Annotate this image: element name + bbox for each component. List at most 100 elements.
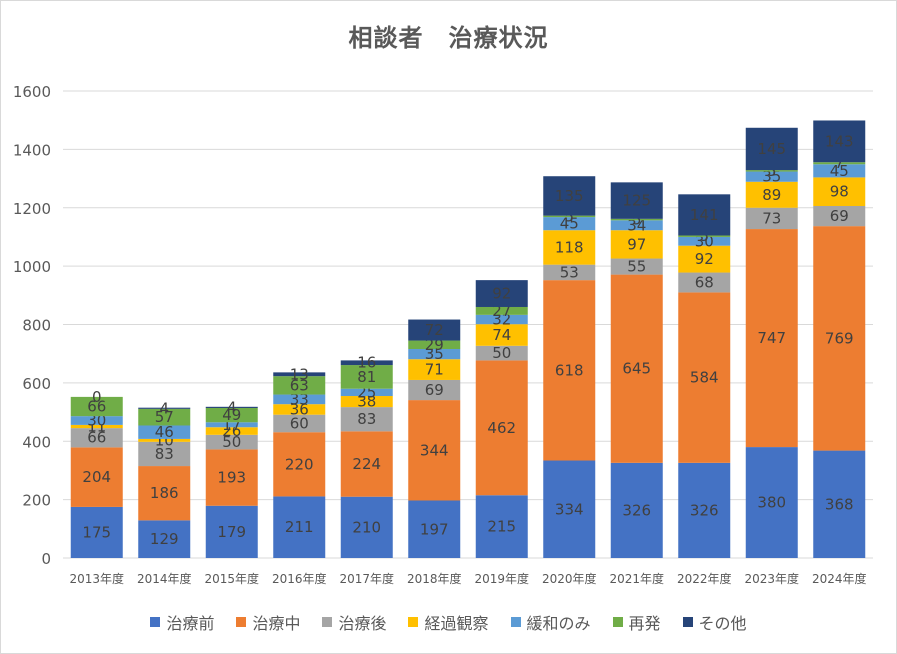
data-label: 197 [420, 520, 449, 538]
bar-segment [408, 340, 461, 350]
data-label: 645 [622, 360, 651, 378]
data-label: 7 [834, 154, 844, 172]
data-label: 53 [560, 263, 579, 281]
bar-segment [273, 394, 326, 405]
bar-segment [138, 438, 191, 442]
bar-segment [340, 407, 393, 432]
data-label: 63 [290, 376, 309, 394]
x-tick-label: 2022年度 [677, 571, 732, 586]
data-label: 618 [555, 361, 584, 379]
data-label: 175 [82, 523, 111, 541]
legend-item: 経過観察 [408, 610, 489, 634]
bar-segment [813, 205, 866, 227]
bar-segment [205, 422, 258, 428]
data-label: 5 [564, 207, 574, 225]
data-label: 210 [352, 518, 381, 536]
data-label: 34 [627, 216, 646, 234]
bar-segment [340, 431, 393, 497]
legend-label: その他 [698, 614, 747, 633]
x-tick-label: 2013年度 [69, 571, 124, 586]
data-label: 55 [627, 258, 646, 276]
bar-segment [745, 229, 798, 448]
legend-item: 治療後 [322, 610, 386, 634]
bar-segment [475, 495, 528, 558]
data-label: 179 [217, 523, 246, 541]
bar-segment [543, 217, 596, 231]
bar-segment [610, 230, 663, 259]
data-label: 32 [492, 311, 511, 329]
bar-segment [273, 404, 326, 415]
data-label: 38 [357, 393, 376, 411]
data-label: 73 [762, 209, 781, 227]
bar-segment [610, 220, 663, 231]
data-label: 13 [290, 365, 309, 383]
bar-segment [408, 359, 461, 380]
data-label: 4 [159, 399, 169, 417]
data-label: 215 [487, 518, 516, 536]
bar-segment [610, 218, 663, 221]
legend-label: 治療後 [338, 614, 387, 633]
x-tick-label: 2014年度 [137, 571, 192, 586]
data-label: 118 [555, 238, 584, 256]
bar-segment [745, 171, 798, 182]
bar-segment [813, 226, 866, 451]
legend-label: 緩和のみ [526, 614, 591, 633]
data-label: 81 [357, 368, 376, 386]
data-label: 5 [767, 162, 777, 180]
bar-segment [678, 236, 731, 246]
data-label: 5 [632, 211, 642, 229]
bar-segment [678, 194, 731, 236]
bar-segment [70, 506, 123, 558]
legend-swatch [408, 617, 419, 627]
legend-item: その他 [682, 610, 747, 634]
legend-swatch [612, 617, 623, 627]
data-label: 193 [217, 469, 246, 487]
bar-segment [543, 280, 596, 461]
data-label: 129 [150, 530, 179, 548]
bar-segment [678, 462, 731, 558]
bar-segment [475, 314, 528, 325]
data-label: 326 [622, 501, 651, 519]
bar-segment [70, 428, 123, 448]
data-label: 92 [492, 285, 511, 303]
bar-segment [475, 360, 528, 496]
data-label: 326 [690, 501, 719, 519]
data-label: 145 [757, 140, 786, 158]
data-label: 97 [627, 235, 646, 253]
bar-segment [340, 365, 393, 389]
bar-segment [813, 120, 866, 163]
bar-segment [340, 396, 393, 408]
x-tick-label: 2018年度 [407, 571, 462, 586]
bar-segment [408, 379, 461, 401]
data-label: 36 [290, 400, 309, 418]
bar-segment [678, 292, 731, 463]
data-label: 33 [290, 390, 309, 408]
y-tick-label: 0 [41, 550, 51, 568]
data-label: 125 [622, 192, 651, 210]
y-tick-label: 1000 [13, 258, 51, 276]
bar-segment [543, 264, 596, 281]
x-tick-label: 2019年度 [474, 571, 529, 586]
bar-segment [543, 230, 596, 265]
bar-segment [745, 181, 798, 208]
data-label: 747 [757, 329, 786, 347]
data-label: 334 [555, 500, 584, 518]
data-label: 380 [757, 494, 786, 512]
data-label: 89 [762, 186, 781, 204]
data-label: 584 [690, 369, 719, 387]
data-label: 35 [425, 345, 444, 363]
bar-segment [340, 496, 393, 558]
legend-item: 治療中 [236, 610, 300, 634]
bar-segment [273, 414, 326, 433]
data-label: 220 [285, 455, 314, 473]
data-label: 72 [425, 321, 444, 339]
x-tick-label: 2023年度 [744, 571, 799, 586]
bar-segment [408, 319, 461, 341]
x-tick-label: 2016年度 [272, 571, 327, 586]
y-tick-label: 600 [22, 375, 51, 393]
bar-segment [543, 176, 596, 216]
data-label: 49 [222, 406, 241, 424]
chart-legend: 治療前 治療中 治療後 経過観察 緩和のみ 再発 その他 [0, 610, 897, 634]
bar-segment [475, 345, 528, 361]
